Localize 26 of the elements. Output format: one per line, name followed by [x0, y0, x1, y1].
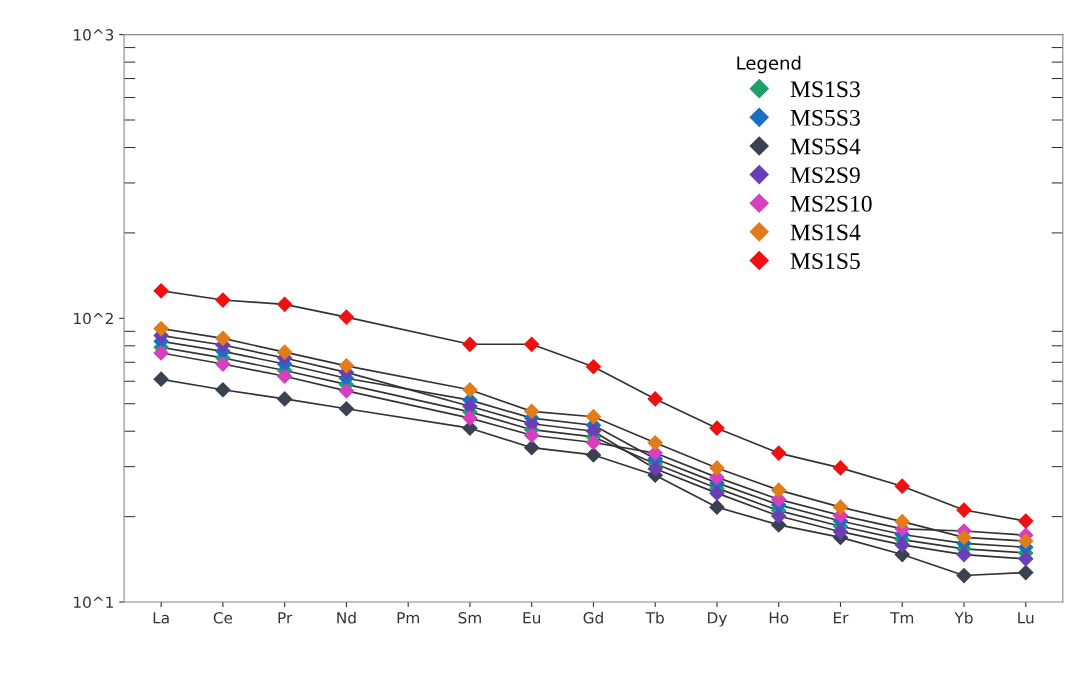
x-tick-label: Nd	[337, 611, 356, 624]
x-tick-label: Pm	[397, 612, 419, 624]
legend-label: MS5S3	[790, 109, 860, 126]
x-tick-label: Tb	[645, 611, 664, 624]
x-tick-label: Er	[834, 612, 849, 624]
legend-label: MS1S4	[790, 224, 861, 241]
x-tick-label: Ho	[769, 612, 789, 624]
x-tick-label: Gd	[583, 611, 603, 624]
y-tick-label: 10^3	[74, 29, 114, 41]
y-tick-label: 10^2	[74, 312, 113, 325]
legend-label: MS2S9	[790, 167, 860, 184]
x-tick-label: Ce	[213, 612, 233, 624]
y-tick-label: 10^1	[74, 596, 113, 609]
legend-title: Legend	[737, 55, 801, 74]
x-tick-label: La	[153, 612, 169, 624]
legend-label: MS2S10	[790, 195, 872, 212]
x-tick-label: Lu	[1018, 612, 1034, 624]
x-tick-label: Tm	[890, 612, 914, 624]
legend-label: MS1S5	[790, 253, 860, 270]
x-tick-label: Dy	[708, 612, 727, 627]
x-tick-label: Eu	[523, 612, 540, 624]
legend-label: MS1S3	[790, 81, 860, 98]
x-tick-label: Yb	[954, 611, 973, 624]
x-tick-label: Pr	[278, 612, 293, 624]
x-tick-label: Sm	[458, 612, 481, 624]
legend-label: MS5S4	[790, 138, 861, 155]
